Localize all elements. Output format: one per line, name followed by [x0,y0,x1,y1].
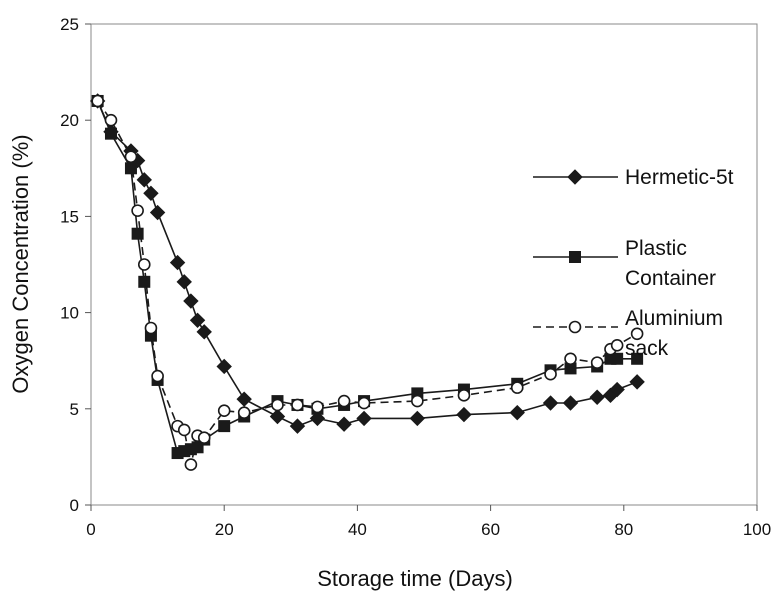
data-point-circle [564,352,577,366]
x-tick-label: 60 [481,520,500,539]
x-axis-title: Storage time (Days) [317,566,513,591]
y-tick-label: 5 [70,400,79,419]
data-point-circle [411,394,424,408]
data-point-circle [337,394,351,408]
data-point-square [611,352,624,365]
data-point-circle [124,150,138,164]
y-axis-ticks: 0 5 10 15 20 25 [60,15,91,515]
series-line [96,100,638,427]
x-tick-label: 0 [86,520,95,539]
data-point-diamond [143,185,159,202]
data-point-circle [457,389,471,402]
data-point-circle [237,406,251,419]
data-point-circle [144,321,158,335]
data-point-diamond [183,293,199,309]
data-point-diamond [176,274,192,290]
data-point-circle [177,423,191,437]
plot-area [90,23,758,506]
data-point-diamond [289,418,306,434]
data-point-circle [630,327,644,341]
data-point-diamond [456,406,472,423]
series-layer [89,93,645,471]
data-point-circle [137,258,151,271]
data-point-circle [357,396,371,410]
data-point-circle [151,369,164,383]
data-point-diamond [269,408,286,425]
data-point-square [218,420,231,433]
y-tick-label: 10 [60,304,79,323]
x-tick-label: 40 [348,520,367,539]
x-axis-ticks: 0 20 40 60 80 100 [86,505,771,539]
data-point-diamond [236,391,252,407]
data-point-diamond [562,395,579,411]
y-tick-label: 25 [60,15,79,34]
data-point-diamond [169,254,186,271]
data-point-diamond [409,410,426,427]
x-tick-label: 100 [743,520,771,539]
legend-label: Container [625,267,716,290]
data-point-circle [184,458,198,471]
data-point-circle [544,367,557,381]
data-point-diamond [589,389,605,405]
legend-label: sack [625,337,669,360]
data-point-square [138,275,151,288]
legend: Hermetic-5t Plastic Container Aluminium sack [533,166,734,360]
data-point-square [131,227,144,240]
data-point-circle [91,94,104,108]
y-axis-title: Oxygen Concentration (%) [8,134,33,393]
data-point-circle [610,339,624,352]
data-point-diamond [196,324,212,340]
data-point-circle [590,356,604,369]
data-point-diamond [509,404,525,421]
legend-item-2: Aluminium sack [533,307,723,360]
x-tick-label: 80 [614,520,633,539]
y-tick-label: 20 [60,111,79,130]
series-line [96,100,638,455]
data-point-circle [131,204,144,217]
x-tick-label: 20 [215,520,234,539]
data-point-square [569,251,581,263]
data-point-diamond [336,416,352,432]
data-point-square [104,127,117,140]
data-point-square [124,162,137,175]
y-tick-label: 0 [70,496,79,515]
data-point-circle [197,431,211,444]
data-point-diamond [216,358,232,375]
legend-label: Aluminium [625,307,723,330]
data-point-diamond [356,410,372,427]
data-point-diamond [609,381,625,398]
legend-item-0: Hermetic-5t [533,166,734,189]
legend-item-1: Plastic Container [533,237,716,290]
y-tick-label: 15 [60,207,79,226]
data-point-circle [217,404,231,418]
data-point-circle [510,381,524,394]
legend-label: Hermetic-5t [625,166,734,189]
data-point-diamond [567,169,583,185]
data-point-diamond [189,312,206,329]
data-point-circle [568,320,582,334]
series-2 [91,94,644,471]
series-line [97,100,638,465]
data-point-square [631,352,644,365]
data-point-diamond [149,204,166,221]
series-0 [89,93,645,434]
data-point-circle [291,398,304,412]
data-point-diamond [542,395,559,411]
data-point-diamond [629,374,645,390]
legend-label: Plastic [625,237,687,260]
data-point-diamond [309,410,326,427]
data-point-diamond [136,172,152,188]
data-point-circle [271,398,284,412]
data-point-circle [104,113,118,127]
data-point-circle [311,400,324,414]
plot-border [90,23,758,506]
